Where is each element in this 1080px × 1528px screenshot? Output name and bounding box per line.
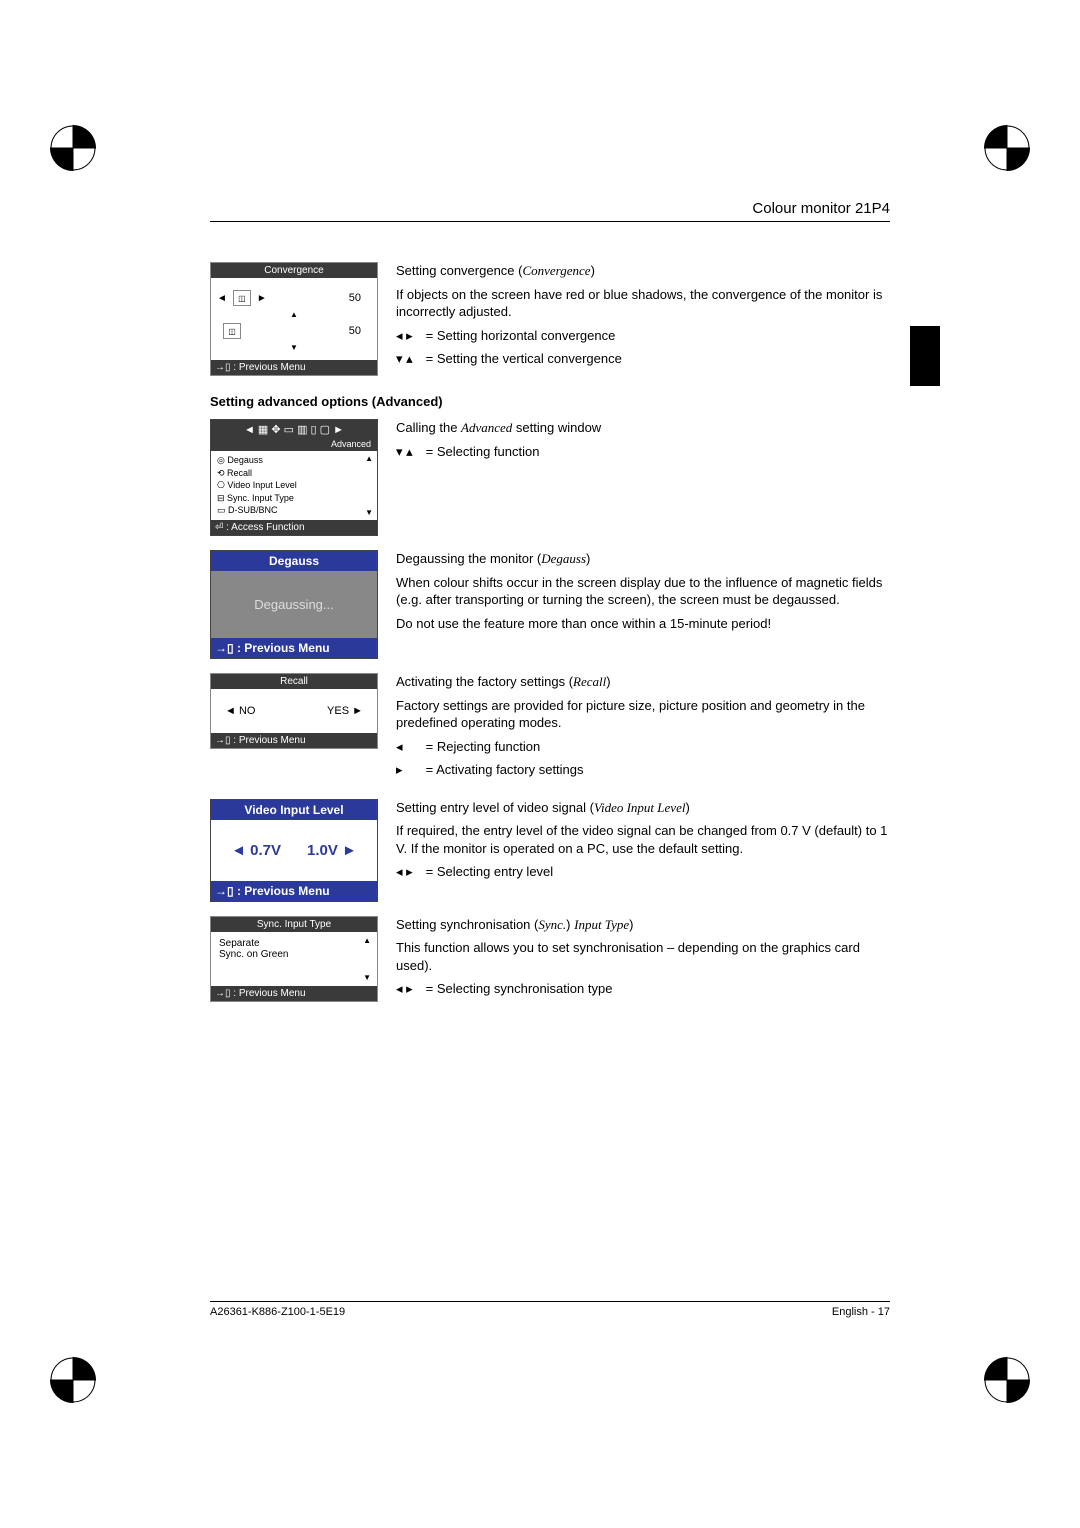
fn-line: ◂ ▸ = Selecting entry level (396, 863, 890, 881)
page-content: Colour monitor 21P4 Convergence ◄ ◫ ► 50… (210, 200, 890, 1018)
osd-video-input-level: Video Input Level ◄ 0.7V 1.0V ► →▯ : Pre… (210, 799, 378, 902)
sync-option: Sync. on Green (219, 949, 369, 960)
registration-mark-icon (50, 1357, 96, 1403)
osd-degauss: Degauss Degaussing... →▯ : Previous Menu (210, 550, 378, 659)
osd-body: Degaussing... (211, 571, 377, 638)
h-convergence-icon: ◫ (233, 290, 251, 306)
page-footer: A26361-K886-Z100-1-5E19 English - 17 (210, 1301, 890, 1318)
osd-icon-row: ◄ ▦ ✥ ▭ ▥ ▯ ▢ ► (211, 420, 377, 439)
section-heading: Setting advanced options (Advanced) (210, 394, 890, 409)
fn-line: ▾ ▴ = Setting the vertical convergence (396, 350, 890, 368)
body-text: Factory settings are provided for pictur… (396, 697, 890, 732)
fn-line: ▾ ▴ = Selecting function (396, 443, 890, 461)
sync-option: Separate (219, 938, 369, 949)
page-header: Colour monitor 21P4 (210, 200, 890, 222)
registration-mark-icon (984, 125, 1030, 171)
recall-yes: YES ► (327, 705, 363, 717)
osd-convergence: Convergence ◄ ◫ ► 50 ▲ ◫ 50 ▼ (210, 262, 378, 376)
vil-left: ◄ 0.7V (231, 842, 281, 859)
osd-title: Sync. Input Type (211, 917, 377, 932)
osd-footer: →▯ : Previous Menu (211, 360, 377, 375)
osd-advanced: ◄ ▦ ✥ ▭ ▥ ▯ ▢ ► Advanced ▲ ◎ Degauss ⟲ R… (210, 419, 378, 536)
footer-right: English - 17 (832, 1306, 890, 1318)
osd-title: Degauss (211, 551, 377, 571)
section-title: Degaussing the monitor (Degauss) (396, 550, 890, 568)
section-title: Setting synchronisation (Sync.) Input Ty… (396, 916, 890, 934)
registration-mark-icon (50, 125, 96, 171)
osd-title: Convergence (211, 263, 377, 278)
osd-value: 50 (349, 292, 371, 304)
registration-mark-icon (984, 1357, 1030, 1403)
osd-recall: Recall ◄ NO YES ► →▯ : Previous Menu (210, 673, 378, 785)
body-text: If required, the entry level of the vide… (396, 822, 890, 857)
section-title: Calling the Advanced setting window (396, 419, 890, 437)
osd-sync-input-type: Sync. Input Type ▲ Separate Sync. on Gre… (210, 916, 378, 1004)
body-text: If objects on the screen have red or blu… (396, 286, 890, 321)
arrow-left-icon: ◄ (217, 293, 227, 304)
osd-footer: ⏎ : Access Function (211, 520, 377, 535)
arrow-right-icon: ► (257, 293, 267, 304)
body-text: Do not use the feature more than once wi… (396, 615, 890, 633)
thumb-tab (910, 326, 940, 386)
section-title: Setting convergence (Convergence) (396, 262, 890, 280)
fn-line: ◂ = Rejecting function (396, 738, 890, 756)
osd-value: 50 (349, 325, 371, 337)
fn-line: ▸ = Activating factory settings (396, 761, 890, 779)
osd-footer: →▯ : Previous Menu (211, 986, 377, 1001)
recall-no: ◄ NO (225, 705, 255, 717)
osd-footer: →▯ : Previous Menu (211, 881, 377, 901)
fn-line: ◂ ▸ = Selecting synchronisation type (396, 980, 890, 998)
section-title: Setting entry level of video signal (Vid… (396, 799, 890, 817)
osd-title: Recall (211, 674, 377, 689)
osd-footer: →▯ : Previous Menu (211, 733, 377, 748)
fn-line: ◂ ▸ = Setting horizontal convergence (396, 327, 890, 345)
osd-title: Video Input Level (211, 800, 377, 820)
osd-footer: →▯ : Previous Menu (211, 638, 377, 658)
vil-right: 1.0V ► (307, 842, 357, 859)
section-title: Activating the factory settings (Recall) (396, 673, 890, 691)
footer-left: A26361-K886-Z100-1-5E19 (210, 1306, 345, 1318)
v-convergence-icon: ◫ (223, 323, 241, 339)
body-text: When colour shifts occur in the screen d… (396, 574, 890, 609)
body-text: This function allows you to set synchron… (396, 939, 890, 974)
